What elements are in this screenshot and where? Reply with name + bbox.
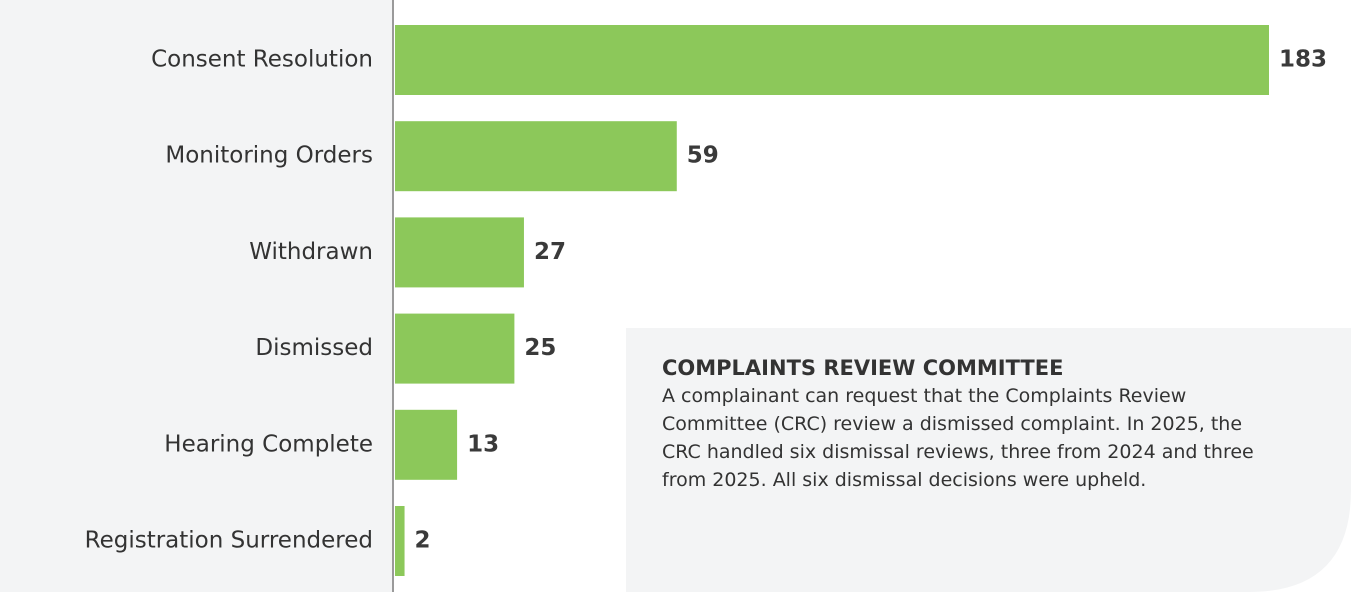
value-label: 183: [1279, 47, 1327, 73]
callout-title: COMPLAINTS REVIEW COMMITTEE: [662, 356, 1064, 380]
category-label: Hearing Complete: [164, 431, 373, 457]
category-label: Registration Surrendered: [85, 528, 373, 554]
value-label: 2: [415, 528, 431, 554]
bar: [395, 313, 515, 384]
value-label: 59: [687, 143, 719, 169]
callout: COMPLAINTS REVIEW COMMITTEE A complainan…: [662, 356, 1272, 494]
bar: [395, 409, 458, 480]
bar: [395, 217, 524, 288]
label-panel: [0, 0, 393, 592]
bar: [395, 506, 405, 576]
value-label: 13: [467, 431, 499, 457]
bar: [395, 25, 1269, 95]
category-label: Consent Resolution: [151, 47, 373, 73]
category-label: Dismissed: [255, 335, 373, 361]
value-label: 25: [524, 335, 556, 361]
category-label: Withdrawn: [249, 239, 373, 265]
callout-text: A complainant can request that the Compl…: [662, 385, 1254, 491]
callout-box: [626, 328, 1351, 592]
bar: [395, 121, 677, 192]
value-label: 27: [534, 239, 566, 265]
category-label: Monitoring Orders: [165, 143, 373, 169]
